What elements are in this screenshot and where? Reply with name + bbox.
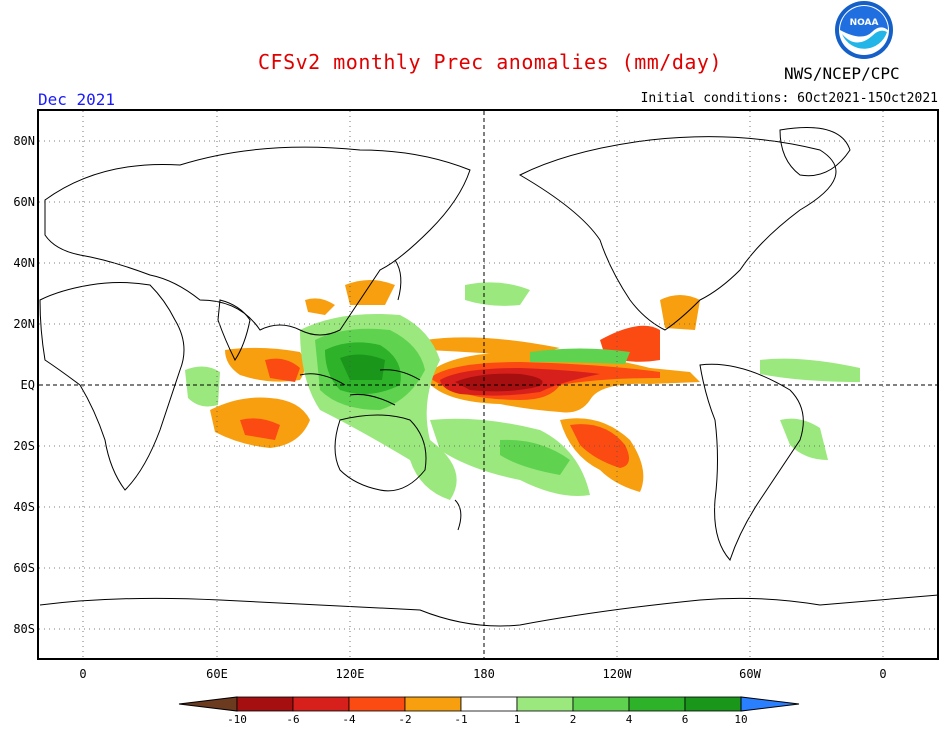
- wet-anomaly-region: [465, 282, 530, 306]
- indonesia-outline: [299, 369, 421, 406]
- chart-title: CFSv2 monthly Prec anomalies (mm/day): [257, 50, 723, 74]
- dry-anomaly-region: [345, 280, 395, 305]
- colorbar-segment: [516, 696, 574, 712]
- colorbar-tick-label: -2: [398, 713, 411, 726]
- india-outline: [217, 299, 251, 361]
- colorbar-segment: [178, 696, 238, 712]
- colorbar-segment: [572, 696, 630, 712]
- dry-anomaly-region: [425, 337, 560, 356]
- logo-lettering: NOAA: [850, 18, 879, 28]
- dry-anomaly-region: [660, 295, 700, 330]
- wet-anomaly-region: [760, 358, 860, 382]
- dry-anomaly-region: [305, 298, 335, 315]
- wet-anomaly-region: [780, 418, 828, 460]
- lon-label: 0: [879, 667, 886, 681]
- lat-label: 20N: [13, 317, 35, 331]
- lon-label: 60E: [206, 667, 228, 681]
- colorbar-tick-label: 6: [682, 713, 689, 726]
- lat-label: 60N: [13, 195, 35, 209]
- colorbar-tick-label: -10: [227, 713, 247, 726]
- colorbar-tick-label: 10: [734, 713, 747, 726]
- lon-axis-labels: 0 60E 120E 180 120W 60W 0: [79, 667, 886, 681]
- lon-label: 60W: [739, 667, 761, 681]
- colorbar-tick-label: 2: [570, 713, 577, 726]
- colorbar-tick-label: -6: [286, 713, 299, 726]
- lat-label: EQ: [21, 378, 35, 392]
- colorbar-segment: [292, 696, 350, 712]
- colorbar-segment: [628, 696, 686, 712]
- colorbar-tick-label: -4: [342, 713, 356, 726]
- lon-label: 0: [79, 667, 86, 681]
- lat-label: 40N: [13, 256, 35, 270]
- north-america-outline: [518, 136, 837, 331]
- colorbar-segment: [236, 696, 294, 712]
- eurasia-outline: [44, 146, 471, 336]
- valid-month: Dec 2021: [38, 90, 116, 109]
- lat-label: 20S: [13, 439, 35, 453]
- lat-label: 40S: [13, 500, 35, 514]
- initial-conditions: Initial conditions: 6Oct2021-15Oct2021: [640, 91, 938, 106]
- lon-label: 180: [473, 667, 495, 681]
- greenland-outline: [779, 127, 851, 177]
- colorbar-segment: [348, 696, 406, 712]
- south-america-outline: [699, 363, 804, 561]
- colorbar-segment: [404, 696, 462, 712]
- noaa-logo: NOAA: [835, 1, 893, 59]
- wet-anomaly-region: [340, 354, 385, 380]
- lon-label: 120E: [336, 667, 365, 681]
- colorbar-tick-label: 1: [514, 713, 521, 726]
- dry-anomaly-region: [455, 373, 543, 392]
- lon-gridlines: [82, 111, 884, 658]
- australia-outline: [334, 414, 427, 492]
- lat-label: 80S: [13, 622, 35, 636]
- nz-outline: [454, 499, 462, 531]
- colorbar-segment: [740, 696, 800, 712]
- wet-anomaly-region: [530, 348, 630, 364]
- antarctica-outline: [39, 594, 937, 627]
- colorbar-segment: [460, 696, 518, 712]
- lat-axis-labels: 80N 60N 40N 20N EQ 20S 40S 60S 80S: [13, 134, 35, 636]
- africa-outline: [39, 282, 185, 491]
- colorbar-segment: [684, 696, 742, 712]
- dry-anomaly-region: [265, 358, 300, 382]
- colorbar-tick-label: -1: [454, 713, 467, 726]
- colorbar: -10 -6 -4 -2 -1 1 2 4 6 10: [178, 696, 800, 726]
- coastlines: [39, 127, 937, 627]
- dry-anomaly-region: [240, 418, 280, 440]
- wet-anomaly-region: [185, 366, 220, 407]
- lat-label: 80N: [13, 134, 35, 148]
- wet-anomaly-region: [500, 439, 570, 475]
- lon-label: 120W: [603, 667, 633, 681]
- colorbar-tick-label: 4: [626, 713, 633, 726]
- agency-label: NWS/NCEP/CPC: [784, 64, 900, 83]
- japan-outline: [394, 259, 402, 301]
- lat-label: 60S: [13, 561, 35, 575]
